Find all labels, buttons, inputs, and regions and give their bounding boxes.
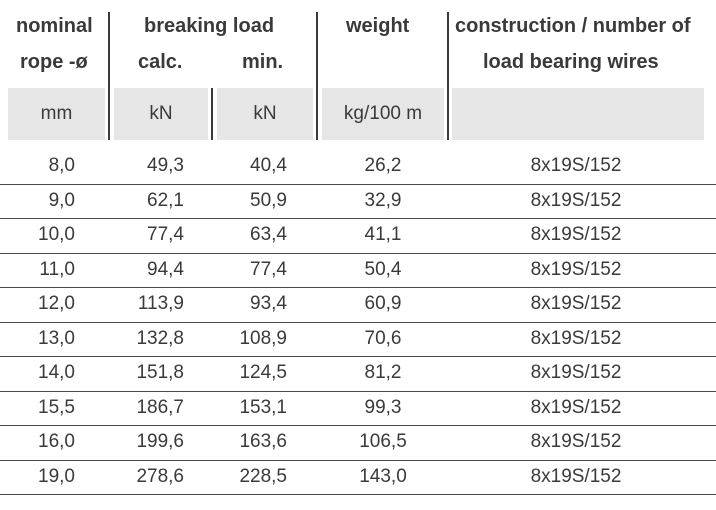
cell-construction: 8x19S/152 [530,327,622,349]
cell-construction: 8x19S/152 [530,431,622,452]
cell-calc: 113,9 [137,293,184,314]
cell-min: 93,4 [250,293,287,314]
header-divider [447,12,449,140]
cell-construction: 8x19S/152 [530,224,622,245]
table-row: 8,0 49,3 40,4 26,2 8x19S/152 [0,150,716,185]
cell-nominal: 12,0 [38,293,75,314]
cell-construction: 8x19S/152 [530,396,622,418]
cell-weight: 60,9 [364,293,402,314]
cell-calc: 278,6 [136,465,184,487]
cell-nominal: 8,0 [48,155,75,176]
cell-min: 40,4 [250,155,287,176]
table-row: 16,0 199,6 163,6 106,5 8x19S/152 [0,426,716,461]
cell-nominal: 10,0 [38,224,75,245]
cell-calc: 132,8 [136,327,184,349]
cell-calc: 186,7 [136,396,184,418]
cell-min: 228,5 [239,465,287,487]
cell-weight: 70,6 [364,327,402,349]
table-row: 19,0 278,6 228,5 143,0 8x19S/152 [0,461,716,495]
cell-weight: 41,1 [364,224,402,245]
header-construction-line1: construction / number of [455,15,691,37]
cell-construction: 8x19S/152 [530,362,622,383]
table-row: 11,0 94,4 77,4 50,4 8x19S/152 [0,254,716,288]
header-weight: weight [346,15,410,37]
unit-weight: kg/100 m [322,88,444,140]
cell-weight: 106,5 [359,431,407,452]
cell-nominal: 14,0 [38,362,75,383]
cell-weight: 81,2 [364,362,402,383]
header-min: min. [242,51,284,73]
table-row: 10,0 77,4 63,4 41,1 8x19S/152 [0,219,716,254]
unit-calc: kN [114,88,208,140]
cell-nominal: 16,0 [38,431,75,452]
table-row: 14,0 151,8 124,5 81,2 8x19S/152 [0,357,716,392]
cell-nominal: 19,0 [38,465,75,487]
cell-min: 63,4 [250,224,287,245]
header-divider [211,88,213,140]
header-nominal-line1: nominal [16,15,93,37]
table-row: 9,0 62,1 50,9 32,9 8x19S/152 [0,185,716,219]
cell-construction: 8x19S/152 [530,258,622,280]
cell-calc: 49,3 [147,155,184,176]
cell-nominal: 13,0 [38,327,75,349]
header-calc: calc. [138,51,183,73]
cell-weight: 50,4 [364,258,402,280]
cell-min: 124,5 [239,362,287,383]
cell-calc: 77,4 [147,224,184,245]
cell-calc: 62,1 [147,189,184,211]
cell-min: 77,4 [250,258,287,280]
table-body: 8,0 49,3 40,4 26,2 8x19S/152 9,0 62,1 50,9 32,9 8… [0,150,716,495]
cell-weight: 99,3 [364,396,402,418]
cell-weight: 32,9 [364,189,402,211]
cell-construction: 8x19S/152 [530,293,622,314]
cell-min: 108,9 [239,327,287,349]
cell-calc: 94,4 [147,258,184,280]
cell-construction: 8x19S/152 [530,155,622,176]
cell-calc: 199,6 [136,431,184,452]
cell-weight: 143,0 [359,465,407,487]
unit-min: kN [217,88,313,140]
cell-min: 50,9 [250,189,287,211]
unit-nominal: mm [8,88,105,140]
cell-weight: 26,2 [364,155,402,176]
header-nominal-line2: rope -ø [20,51,88,73]
table-row: 12,0 113,9 93,4 60,9 8x19S/152 [0,288,716,323]
table-row: 13,0 132,8 108,9 70,6 8x19S/152 [0,323,716,357]
cell-min: 153,1 [239,396,287,418]
cell-nominal: 11,0 [39,258,75,280]
cell-nominal: 15,5 [38,396,75,418]
unit-construction [452,88,704,140]
header-breaking-load: breaking load [144,15,275,37]
cell-calc: 151,8 [136,362,184,383]
header-divider [316,12,318,140]
cell-nominal: 9,0 [48,189,75,211]
cell-construction: 8x19S/152 [530,465,622,487]
header-divider [108,12,110,140]
header-construction-line2: load bearing wires [483,51,659,73]
cell-construction: 8x19S/152 [530,189,622,211]
table-row: 15,5 186,7 153,1 99,3 8x19S/152 [0,392,716,426]
cell-min: 163,6 [239,431,287,452]
